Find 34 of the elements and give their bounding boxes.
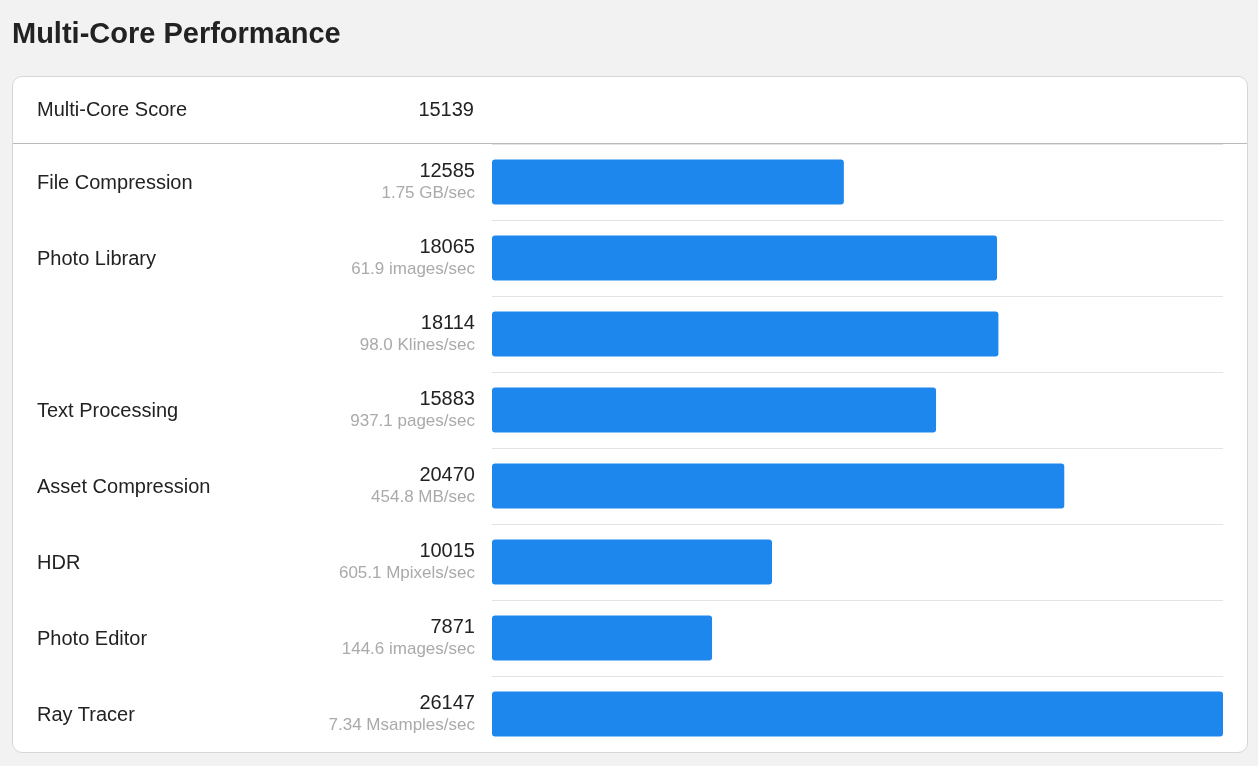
bar	[492, 539, 772, 585]
data-label: 12585	[419, 159, 475, 181]
text: 144.6 images/sec	[341, 639, 476, 658]
y-tick-label: Asset Compression	[37, 475, 211, 497]
data-label: 7871	[430, 615, 475, 637]
data-label: 10015	[419, 539, 475, 561]
data-label: 18065	[419, 235, 475, 257]
text: 61.9 images/sec	[351, 259, 476, 278]
y-tick-label: Ray Tracer	[37, 703, 136, 725]
y-tick-label: Photo Library	[37, 247, 156, 269]
data-label: 26147	[419, 691, 475, 713]
y-tick-label: Photo Editor	[37, 627, 148, 649]
text: 7.34 Msamples/sec	[328, 715, 476, 734]
bar	[492, 235, 998, 281]
text: 15139	[418, 98, 474, 121]
text: 937.1 pages/sec	[350, 411, 476, 430]
y-tick-label: HDR	[37, 551, 81, 573]
bar	[492, 691, 1223, 737]
text: Multi-Core Score	[37, 98, 188, 121]
bar	[492, 615, 713, 661]
bar	[492, 387, 937, 433]
data-label: 15883	[419, 387, 475, 409]
text: 605.1 Mpixels/sec	[338, 563, 476, 582]
text: 1.75 GB/sec	[381, 183, 476, 202]
data-label: 20470	[419, 463, 475, 485]
bar	[492, 463, 1065, 509]
data-label: 18114	[420, 311, 475, 333]
bar	[492, 159, 844, 205]
bar	[492, 311, 999, 357]
y-tick-label: File Compression	[37, 171, 193, 193]
text: Multi-Core Performance	[12, 17, 341, 50]
text: 98.0 Klines/sec	[359, 335, 476, 354]
y-tick-label: Text Processing	[37, 399, 179, 421]
text: 454.8 MB/sec	[371, 487, 476, 506]
